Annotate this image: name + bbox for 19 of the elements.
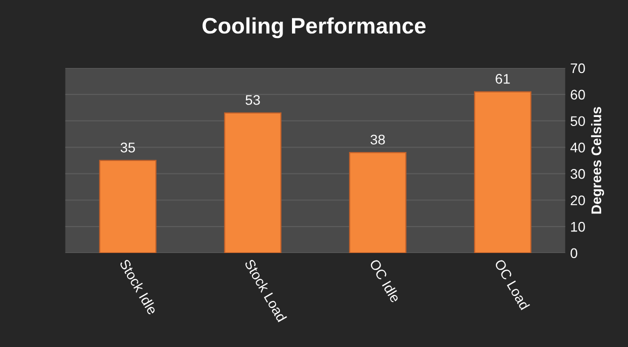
y-tick-label: 70	[570, 63, 585, 74]
bar	[349, 152, 406, 253]
y-tick-label: 0	[570, 248, 578, 258]
y-tick-label: 50	[570, 116, 585, 126]
data-label: 35	[120, 142, 135, 152]
y-tick-label: 30	[570, 169, 585, 179]
y-axis-title: Degrees Celsius	[591, 107, 604, 214]
data-label: 53	[246, 95, 260, 105]
bar	[474, 91, 532, 253]
y-tick-label: 10	[571, 222, 585, 232]
bar	[99, 160, 156, 253]
y-tick-label: 60	[570, 90, 585, 100]
y-tick-label: 40	[570, 142, 585, 152]
data-label: 61	[496, 74, 510, 84]
chart-title: Cooling Performance	[202, 17, 426, 38]
bar	[224, 112, 282, 253]
data-label: 38	[370, 134, 385, 145]
y-tick-label: 20	[570, 195, 585, 206]
x-tick-label: OC Idle	[369, 258, 401, 304]
